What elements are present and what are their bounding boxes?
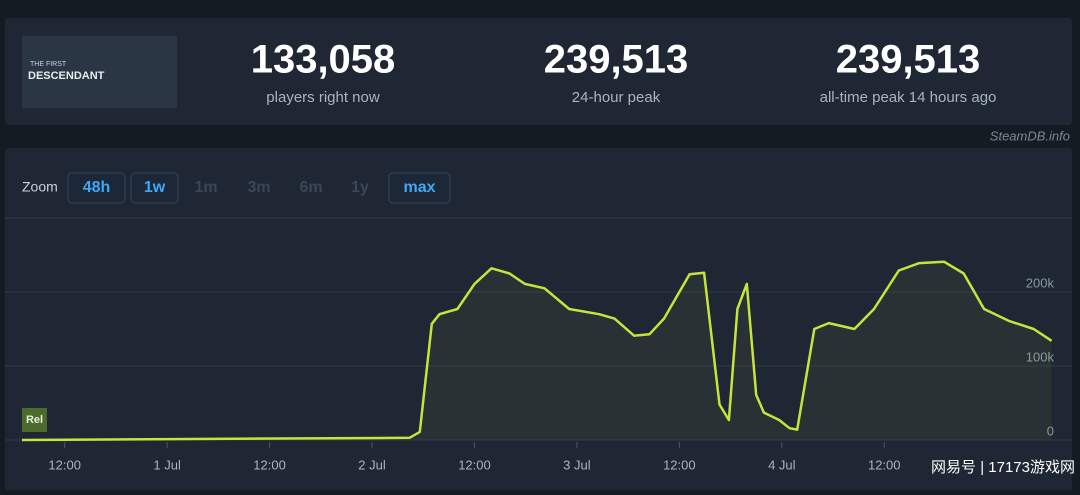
zoom-option[interactable]: 1w — [144, 179, 166, 196]
logo-text: THE FIRST — [30, 61, 67, 68]
stat-label: all-time peak 14 hours ago — [820, 89, 997, 106]
stat-label: players right now — [266, 89, 380, 106]
zoom-button[interactable] — [67, 172, 126, 204]
stat-value: 239,513 — [544, 38, 689, 82]
zoom-option[interactable]: max — [403, 179, 435, 196]
x-tick-label: 12:00 — [458, 457, 491, 472]
zoom-option[interactable]: 6m — [299, 179, 322, 196]
logo-text: DESCENDANT — [28, 70, 105, 82]
x-tick-label: 3 Jul — [563, 457, 591, 472]
x-tick-label: 12:00 — [868, 457, 901, 472]
x-tick-label: 12:00 — [663, 457, 696, 472]
plot: 0 100k 200k 12:00 1 Jul 12:00 2 Jul 12:00 3 Jul 1… — [5, 217, 1072, 472]
stats-panel — [5, 18, 1072, 125]
zoom-option[interactable]: 48h — [83, 179, 111, 196]
chart-panel — [5, 148, 1072, 493]
annotation-box — [22, 408, 47, 432]
zoom-buttons: 48h 1w 1m 3m 6m 1y max — [67, 172, 451, 204]
zoom-button[interactable] — [388, 172, 451, 204]
y-tick-label: 200k — [1026, 275, 1055, 290]
zoom-label: Zoom — [22, 179, 58, 195]
zoom-button[interactable] — [130, 172, 179, 204]
zoom-option[interactable]: 1m — [194, 179, 217, 196]
x-tick-label: 2 Jul — [358, 457, 386, 472]
stat-value: 133,058 — [251, 38, 396, 82]
line — [21, 260, 1053, 442]
stat-label: 24-hour peak — [572, 89, 661, 106]
x-tick-label: 12:00 — [48, 457, 81, 472]
zoom-option[interactable]: 1y — [351, 179, 369, 196]
logo — [22, 36, 177, 108]
source: SteamDB.info — [990, 128, 1070, 143]
zoom-option[interactable]: 3m — [247, 179, 270, 196]
area — [22, 261, 1052, 440]
stat-value: 239,513 — [836, 38, 981, 82]
y-tick-label: 0 — [1047, 423, 1054, 438]
x-tick-label: 4 Jul — [768, 457, 796, 472]
y-tick-label: 100k — [1026, 349, 1055, 364]
watermark: 网易号 | 17173游戏网 — [931, 459, 1075, 476]
annotation: Rel — [26, 414, 43, 426]
x-tick-label: 12:00 — [253, 457, 286, 472]
x-tick-label: 1 Jul — [153, 457, 181, 472]
